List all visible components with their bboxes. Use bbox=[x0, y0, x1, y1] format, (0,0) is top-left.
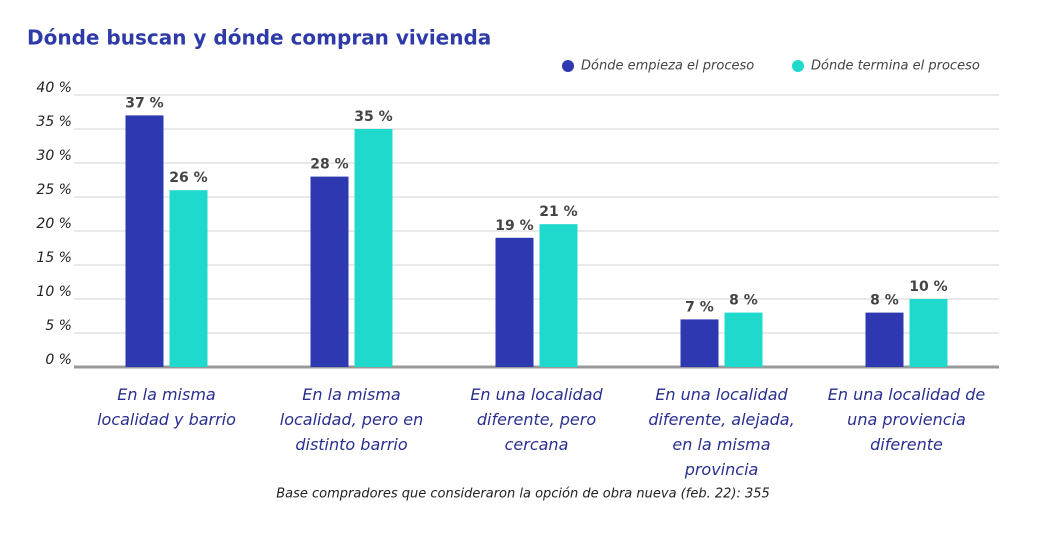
bar bbox=[909, 299, 948, 367]
y-tick-label: 5 % bbox=[45, 318, 72, 334]
note: Base compradores que consideraron la opc… bbox=[276, 487, 770, 502]
data-label: 28 % bbox=[310, 157, 348, 173]
bar bbox=[125, 115, 164, 368]
data-label: 26 % bbox=[169, 170, 207, 186]
y-tick-label: 40 % bbox=[36, 80, 72, 96]
bar bbox=[724, 312, 763, 367]
bar bbox=[354, 129, 393, 367]
bar bbox=[495, 237, 534, 367]
data-label: 8 % bbox=[729, 293, 758, 309]
bar bbox=[865, 312, 904, 367]
y-tick-label: 10 % bbox=[36, 284, 72, 300]
data-label: 8 % bbox=[870, 293, 899, 309]
x-tick-label: En la misma localidad, pero en distinto … bbox=[279, 385, 424, 454]
chart-title: Dónde buscan y dónde compran vivienda bbox=[27, 26, 491, 50]
data-label: 10 % bbox=[909, 279, 947, 295]
legend-label: Dónde termina el proceso bbox=[811, 59, 980, 74]
legend-marker bbox=[792, 60, 804, 72]
data-label: 19 % bbox=[495, 218, 533, 234]
x-tick-label: En la misma localidad y barrio bbox=[97, 385, 236, 429]
x-tick-label: En una localidad diferente, alejada, en … bbox=[648, 385, 795, 479]
bar bbox=[680, 319, 719, 367]
y-tick-label: 30 % bbox=[36, 148, 72, 164]
data-label: 37 % bbox=[125, 95, 163, 111]
x-tick-label: En una localidad diferente, pero cercana bbox=[470, 385, 603, 454]
data-label: 35 % bbox=[354, 109, 392, 125]
legend-marker bbox=[562, 60, 574, 72]
legend-label: Dónde empieza el proceso bbox=[581, 59, 754, 74]
bar bbox=[169, 190, 208, 367]
bar bbox=[539, 224, 578, 367]
bar bbox=[310, 176, 349, 367]
data-label: 7 % bbox=[685, 299, 714, 315]
y-tick-label: 0 % bbox=[45, 352, 72, 368]
data-label: 21 % bbox=[539, 204, 577, 220]
y-tick-label: 15 % bbox=[36, 250, 72, 266]
y-tick-label: 20 % bbox=[36, 216, 72, 232]
x-tick-label: En una localidad de una proviencia difer… bbox=[827, 385, 986, 454]
y-tick-label: 35 % bbox=[36, 114, 72, 130]
y-tick-label: 25 % bbox=[36, 182, 72, 198]
